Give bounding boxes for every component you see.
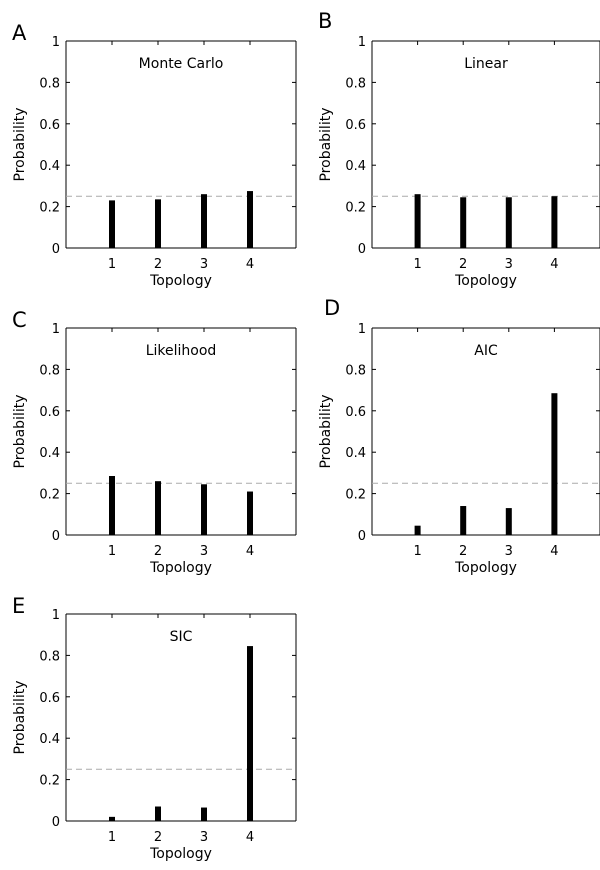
panel-c: 0 0.2 0.4 0.6 0.8 1 1 2 3 4 Topology Probability Lik… xyxy=(12,308,297,576)
panel-title: Likelihood xyxy=(146,343,217,359)
panel-title: AIC xyxy=(474,343,498,359)
y-tick-label: 1 xyxy=(52,35,60,50)
y-tick-label: 0.6 xyxy=(345,405,366,420)
bar xyxy=(201,807,207,821)
bar xyxy=(414,525,421,535)
x-tick-label: 2 xyxy=(154,257,162,272)
y-tick-label: 1 xyxy=(52,322,60,337)
y-tick-label: 0.8 xyxy=(39,649,60,664)
x-tick-label: 1 xyxy=(108,544,116,559)
y-tick-label: 0.8 xyxy=(345,76,366,91)
x-tick-label: 4 xyxy=(246,830,254,845)
bar xyxy=(247,191,253,248)
x-tick-label: 4 xyxy=(550,544,558,559)
x-axis-label: Topology xyxy=(454,273,517,289)
bar xyxy=(155,481,161,535)
bar xyxy=(201,194,207,248)
bar xyxy=(155,806,161,821)
bar xyxy=(505,197,512,248)
x-tick-label: 3 xyxy=(505,257,513,272)
x-tick-label: 2 xyxy=(154,544,162,559)
bar xyxy=(247,491,253,535)
bar xyxy=(201,484,207,535)
x-tick-label: 2 xyxy=(459,257,467,272)
y-tick-label: 1 xyxy=(52,608,60,623)
x-tick-label: 4 xyxy=(246,257,254,272)
panel-letter: B xyxy=(318,9,332,33)
x-tick-label: 1 xyxy=(413,544,421,559)
bar xyxy=(551,196,558,248)
x-tick-label: 4 xyxy=(550,257,558,272)
x-tick-label: 2 xyxy=(459,544,467,559)
y-tick-label: 0.2 xyxy=(39,488,60,503)
y-tick-label: 1 xyxy=(358,35,366,50)
y-tick-label: 0.6 xyxy=(39,118,60,133)
y-tick-label: 0 xyxy=(358,242,366,257)
y-tick-label: 0 xyxy=(52,242,60,257)
bar xyxy=(551,393,558,535)
y-axis-label: Probability xyxy=(318,107,334,181)
y-tick-label: 1 xyxy=(358,322,366,337)
x-tick-label: 1 xyxy=(413,257,421,272)
x-axis-label: Topology xyxy=(149,560,212,576)
x-tick-label: 1 xyxy=(108,257,116,272)
panel-letter: D xyxy=(324,296,340,320)
bar xyxy=(414,194,421,248)
panel-letter: C xyxy=(12,308,27,332)
y-tick-label: 0.2 xyxy=(345,201,366,216)
panel-title: Linear xyxy=(464,56,508,72)
x-tick-label: 3 xyxy=(200,830,208,845)
y-tick-label: 0 xyxy=(52,815,60,830)
panel-d: 0 0.2 0.4 0.6 0.8 1 1 2 3 4 Topology Probability AIC… xyxy=(318,296,600,576)
y-tick-label: 0.4 xyxy=(345,446,366,461)
y-axis-label: Probability xyxy=(318,394,334,468)
bar xyxy=(460,506,467,535)
x-tick-label: 3 xyxy=(200,544,208,559)
y-axis-label: Probability xyxy=(12,680,28,754)
bar xyxy=(247,646,253,821)
panel-b: 0 0.2 0.4 0.6 0.8 1 1 2 3 4 Topology Probability Lin… xyxy=(318,9,600,289)
y-tick-label: 0.6 xyxy=(345,118,366,133)
y-tick-label: 0 xyxy=(358,529,366,544)
y-tick-label: 0.4 xyxy=(39,732,60,747)
x-axis-label: Topology xyxy=(149,846,212,862)
bar xyxy=(109,476,115,535)
x-axis-label: Topology xyxy=(454,560,517,576)
bar xyxy=(155,199,161,248)
x-tick-label: 1 xyxy=(108,830,116,845)
bar xyxy=(109,200,115,248)
y-axis-label: Probability xyxy=(12,107,28,181)
y-tick-label: 0.8 xyxy=(39,76,60,91)
y-tick-label: 0.6 xyxy=(39,405,60,420)
x-tick-label: 4 xyxy=(246,544,254,559)
y-tick-label: 0.4 xyxy=(39,446,60,461)
y-tick-label: 0.4 xyxy=(345,159,366,174)
panel-letter: E xyxy=(12,594,25,618)
y-tick-label: 0.8 xyxy=(39,363,60,378)
y-tick-label: 0.4 xyxy=(39,159,60,174)
y-tick-label: 0.6 xyxy=(39,691,60,706)
panel-e: 0 0.2 0.4 0.6 0.8 1 1 2 3 4 Topology Probability SIC… xyxy=(12,594,297,862)
panel-title: SIC xyxy=(170,629,193,645)
y-tick-label: 0.2 xyxy=(345,488,366,503)
panel-letter: A xyxy=(12,21,27,45)
y-tick-label: 0 xyxy=(52,529,60,544)
panel-a: 0 0.2 0.4 0.6 0.8 1 1 2 3 4 Topology Probability Mon… xyxy=(12,21,297,289)
x-tick-label: 3 xyxy=(200,257,208,272)
panel-title: Monte Carlo xyxy=(139,56,224,72)
bar xyxy=(109,816,115,821)
y-tick-label: 0.8 xyxy=(345,363,366,378)
x-axis-label: Topology xyxy=(149,273,212,289)
y-axis-label: Probability xyxy=(12,394,28,468)
bar xyxy=(505,508,512,535)
y-tick-label: 0.2 xyxy=(39,201,60,216)
x-tick-label: 3 xyxy=(505,544,513,559)
y-tick-label: 0.2 xyxy=(39,774,60,789)
bar xyxy=(460,197,467,248)
x-tick-label: 2 xyxy=(154,830,162,845)
